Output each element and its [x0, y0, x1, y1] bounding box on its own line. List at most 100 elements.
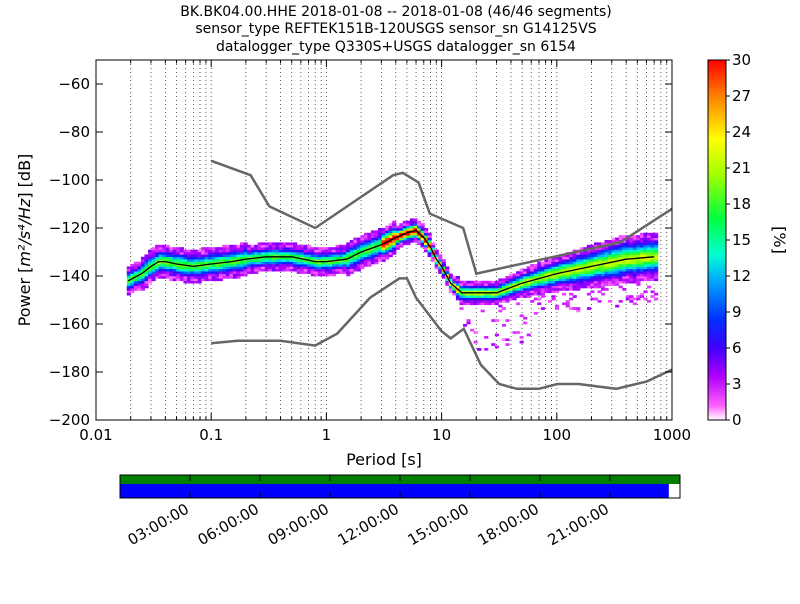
- density-cell: [484, 292, 489, 296]
- density-cell: [547, 266, 553, 270]
- density-cell: [480, 283, 485, 286]
- density-cell: [211, 271, 216, 274]
- density-cell: [526, 283, 531, 286]
- density-cell: [565, 280, 570, 284]
- density-cell: [537, 290, 542, 294]
- density-cell: [523, 273, 528, 277]
- density-cell: [402, 223, 407, 226]
- density-cell: [282, 247, 287, 250]
- density-cell: [151, 278, 156, 282]
- density-cell: [494, 290, 499, 294]
- density-cell: [600, 285, 606, 289]
- density-cell: [289, 261, 294, 265]
- density-cell: [512, 290, 517, 294]
- density-cell: [480, 295, 485, 298]
- density-cell: [254, 249, 259, 253]
- density-cell: [162, 271, 167, 274]
- y-tick-label: −160: [49, 315, 90, 333]
- density-cell: [508, 280, 514, 284]
- density-cell: [293, 266, 298, 270]
- density-cell: [286, 254, 291, 258]
- density-cell: [632, 278, 637, 282]
- density-cell: [385, 256, 390, 260]
- density-cell: [611, 264, 616, 267]
- density-cell: [232, 264, 238, 267]
- density-cell: [448, 288, 453, 291]
- density-cell: [378, 230, 383, 234]
- density-cell: [459, 285, 464, 289]
- density-cell: [197, 273, 202, 277]
- density-cell: [508, 297, 514, 301]
- density-cell: [229, 271, 234, 274]
- density-cell: [484, 288, 489, 291]
- density-cell: [300, 249, 305, 253]
- density-cell: [452, 288, 457, 291]
- density-cell: [300, 256, 305, 260]
- density-cell: [540, 292, 545, 296]
- density-cell: [286, 256, 291, 260]
- density-cell: [162, 264, 167, 267]
- density-cell: [243, 268, 248, 272]
- density-cell: [335, 254, 340, 258]
- density-cell: [462, 283, 468, 286]
- density-cell: [126, 268, 131, 272]
- density-cell: [501, 283, 507, 286]
- density-cell: [466, 288, 471, 291]
- density-cell: [611, 273, 616, 277]
- density-cell: [204, 254, 209, 258]
- density-cell: [508, 276, 514, 279]
- density-cell: [427, 247, 432, 250]
- density-cell: [140, 288, 146, 291]
- density-cell: [392, 228, 397, 231]
- density-cell: [317, 252, 323, 255]
- density-cell: [133, 288, 138, 291]
- density-cell: [608, 247, 613, 250]
- density-cell: [611, 261, 616, 265]
- density-cell: [222, 244, 227, 248]
- density-cell: [378, 228, 383, 231]
- density-cell: [268, 244, 273, 248]
- density-cell: [243, 259, 248, 262]
- density-cell: [452, 276, 457, 279]
- density-cell: [148, 261, 153, 265]
- density-cell: [544, 278, 549, 282]
- density-cell: [402, 225, 407, 229]
- density-cell: [590, 249, 595, 253]
- density-cell: [625, 297, 630, 301]
- density-cell: [208, 276, 213, 279]
- density-cell: [618, 278, 623, 282]
- density-cell: [229, 254, 234, 258]
- density-cell: [639, 254, 645, 258]
- density-cell: [278, 247, 284, 250]
- density-cell: [356, 268, 361, 272]
- density-cell: [547, 285, 553, 289]
- density-cell: [477, 290, 482, 294]
- density-cell: [540, 283, 545, 286]
- density-cell: [650, 290, 655, 294]
- density-cell: [491, 297, 496, 301]
- density-cell: [646, 244, 652, 248]
- density-cell: [611, 278, 616, 282]
- density-cell: [473, 331, 478, 334]
- density-cell: [544, 290, 549, 294]
- density-cell: [491, 300, 496, 303]
- density-cell: [332, 254, 337, 258]
- density-cell: [218, 249, 223, 253]
- density-cell: [148, 259, 153, 262]
- density-cell: [494, 333, 499, 337]
- density-cell: [314, 254, 319, 258]
- density-cell: [289, 249, 294, 253]
- density-cell: [512, 292, 517, 296]
- density-cell: [625, 254, 630, 258]
- density-cell: [441, 273, 446, 277]
- density-cell: [516, 331, 521, 334]
- density-cell: [293, 242, 298, 246]
- density-cell: [296, 259, 301, 262]
- density-cell: [586, 307, 591, 310]
- density-cell: [293, 261, 298, 265]
- density-cell: [604, 280, 609, 284]
- density-cell: [593, 273, 599, 277]
- density-cell: [158, 268, 163, 272]
- density-cell: [604, 264, 609, 267]
